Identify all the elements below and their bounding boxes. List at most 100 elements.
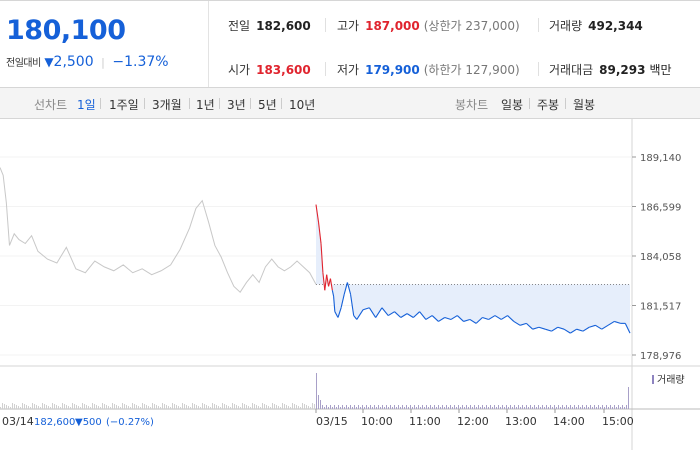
volume-bar (488, 407, 489, 409)
tab-weekly-candle[interactable]: 주봉 (537, 98, 560, 112)
volume-bar (154, 404, 155, 409)
today-price-segment (406, 313, 414, 318)
today-price-segment (469, 319, 477, 324)
today-price-segment (601, 324, 609, 330)
volume-bar (224, 404, 225, 409)
volume-bar (238, 406, 239, 409)
prev-day-change: ▼500 (75, 417, 102, 428)
volume-bar (2, 403, 3, 409)
volume-bar (12, 403, 13, 409)
volume-bar (430, 405, 431, 409)
today-price-segment (557, 326, 565, 330)
volume-bar (40, 407, 41, 409)
tab-1year[interactable]: 1년 (196, 98, 215, 112)
volume-bar (606, 405, 607, 409)
tab-10year[interactable]: 10년 (289, 98, 316, 112)
volume-bar (134, 404, 135, 409)
y-tick-label: 186,599 (640, 203, 681, 214)
today-price-segment (614, 320, 621, 324)
volume-bar (610, 405, 611, 409)
today-price-segment (624, 323, 631, 334)
volume-bar (596, 407, 597, 409)
tab-3year[interactable]: 3년 (227, 98, 246, 112)
x-tick-label: 15:00 (602, 415, 634, 428)
volume-bar (314, 404, 315, 409)
volume-bar (586, 405, 587, 409)
volume-bar (8, 406, 9, 409)
volume-bar (504, 407, 505, 409)
low-cell: 저가 179,900 (하한가 127,900) (337, 61, 520, 78)
volume-bar (358, 405, 359, 409)
volume-bar (10, 407, 11, 409)
volume-bar (200, 407, 201, 409)
volume-bar (266, 405, 267, 409)
volume-bar (20, 407, 21, 409)
volume-bar (320, 400, 321, 409)
volume-bar (70, 407, 71, 409)
volume-bar (34, 404, 35, 409)
volume-bar (110, 407, 111, 409)
volume-bar (466, 405, 467, 409)
volume-bar (580, 407, 581, 409)
tab-daily-candle[interactable]: 일봉 (501, 98, 524, 112)
tab-5year[interactable]: 5년 (258, 98, 277, 112)
volume-bar (614, 405, 615, 409)
volume-bar (174, 404, 175, 409)
volume-bar (428, 407, 429, 409)
volume-bar (480, 407, 481, 409)
amount-unit: 백만 (649, 63, 672, 77)
down-arrow-icon: ▼ (44, 55, 54, 69)
volume-bar (222, 403, 223, 409)
volume-bar (66, 405, 67, 409)
volume-bar (258, 406, 259, 409)
today-price-segment (425, 315, 433, 320)
y-tick-label: 178,976 (640, 351, 681, 362)
y-tick-label: 184,058 (640, 252, 681, 263)
today-price-segment (315, 204, 320, 223)
volume-bar (296, 405, 297, 409)
prev-close-value: 182,600 (256, 19, 311, 33)
volume-bar (126, 405, 127, 409)
today-price-segment (375, 307, 383, 318)
amount-cell: 거래대금 89,293 백만 (549, 61, 672, 78)
volume-bar (294, 404, 295, 409)
tab-1day[interactable]: 1일 (77, 98, 96, 112)
volume-bar (292, 403, 293, 409)
volume-cell: 거래량 492,344 (549, 17, 643, 34)
volume-bar (4, 404, 5, 409)
y-tick-label: 181,517 (640, 302, 681, 313)
prev-day-close: 182,600 (34, 417, 75, 428)
volume-bar (74, 404, 75, 409)
volume-bar (318, 395, 319, 409)
tab-1week[interactable]: 1주일 (109, 98, 139, 112)
today-price-segment (322, 272, 326, 291)
tab-monthly-candle[interactable]: 월봉 (573, 98, 596, 112)
today-price-segment (346, 282, 352, 295)
volume-bar (372, 407, 373, 409)
volume-bar (458, 405, 459, 409)
prev-close-label: 전일 (228, 19, 251, 33)
volume-bar (142, 403, 143, 409)
volume-bar (170, 407, 171, 409)
volume-bar (298, 406, 299, 409)
high-value: 187,000 (365, 19, 420, 33)
volume-bar (212, 403, 213, 409)
line-chart-header: 선차트 (34, 98, 68, 112)
below-prev-close-area (316, 204, 630, 334)
volume-bar (434, 405, 435, 409)
volume-bar (522, 405, 523, 409)
volume-bar (598, 405, 599, 409)
volume-bar (148, 406, 149, 409)
current-price: 180,100 (6, 15, 126, 46)
volume-bar (94, 404, 95, 409)
volume-bar (552, 407, 553, 409)
divider (250, 98, 251, 109)
tab-3month[interactable]: 3개월 (152, 98, 182, 112)
change-value: 2,500 (53, 54, 94, 70)
volume-bar (380, 407, 381, 409)
volume-bar (492, 407, 493, 409)
today-price-segment (317, 222, 322, 244)
today-price-segment (324, 274, 328, 291)
volume-bar (186, 405, 187, 409)
volume-bar (248, 406, 249, 409)
